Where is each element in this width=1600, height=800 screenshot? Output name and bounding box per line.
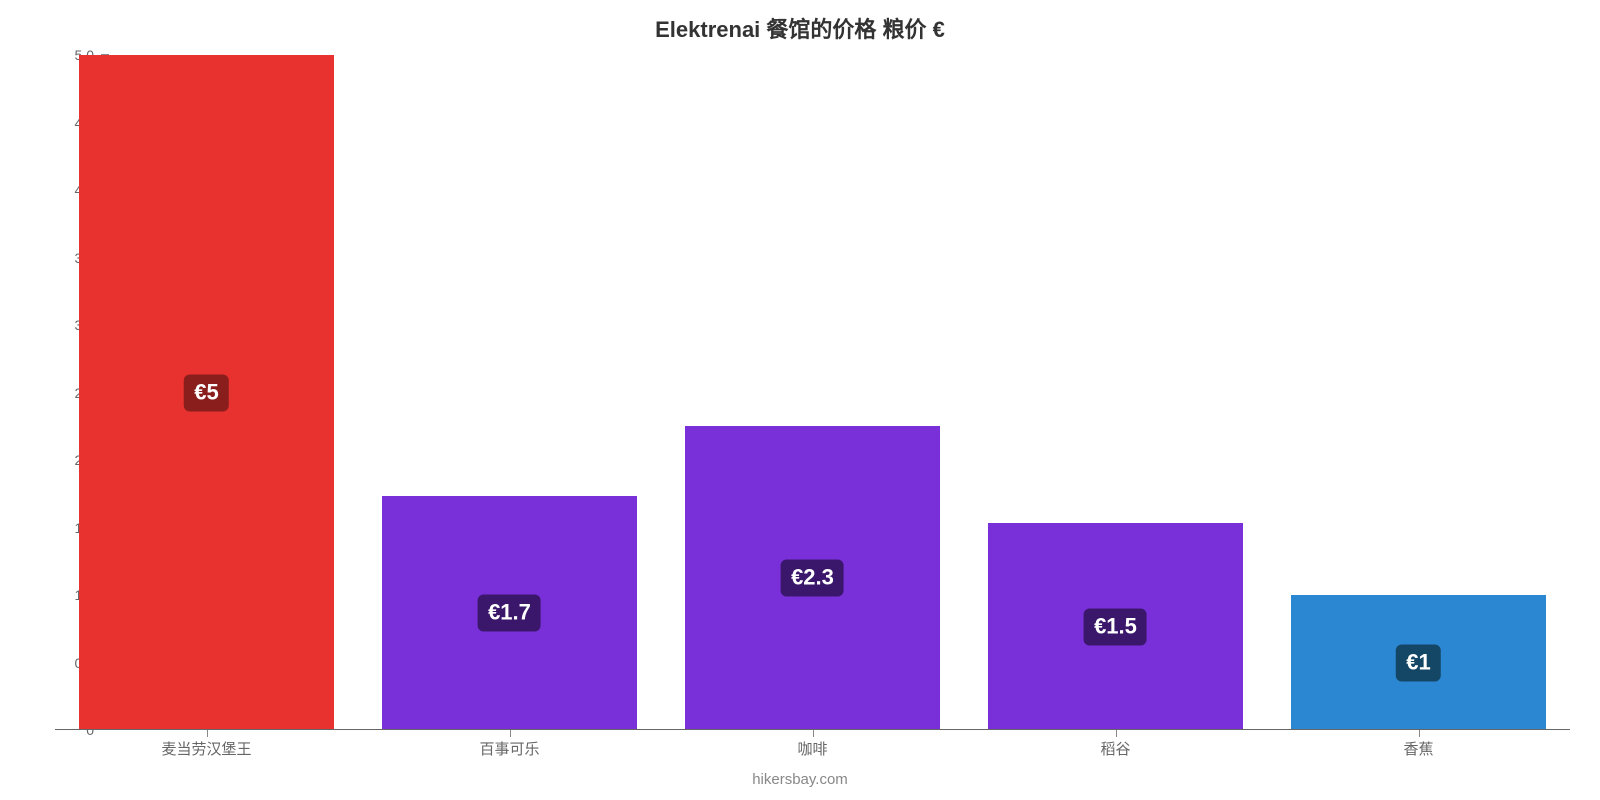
chart-caption: hikersbay.com [0,771,1600,788]
x-axis-baseline [55,729,1570,730]
bar: €1.7 [382,496,637,730]
x-tick [510,730,511,737]
plot-area: 00.51.01.52.02.53.03.54.04.55.0 €5麦当劳汉堡王… [55,55,1570,730]
x-tick [207,730,208,737]
bar: €5 [79,55,334,730]
x-tick [1116,730,1117,737]
x-category-label: 稻谷 [1100,738,1130,759]
x-tick [1419,730,1420,737]
x-category-label: 百事可乐 [479,738,539,759]
x-category-label: 咖啡 [797,738,827,759]
bar: €2.3 [685,426,940,730]
bar-value-badge: €1.7 [478,595,541,632]
chart-title: Elektrenai 餐馆的价格 粮价 € [0,12,1600,44]
bar-value-badge: €5 [184,374,228,411]
bar: €1 [1291,595,1546,730]
bar-value-badge: €1 [1396,644,1440,681]
bar: €1.5 [988,523,1243,730]
price-bar-chart: Elektrenai 餐馆的价格 粮价 € 00.51.01.52.02.53.… [0,0,1600,800]
x-category-label: 麦当劳汉堡王 [161,738,251,759]
bar-value-badge: €2.3 [781,560,844,597]
x-tick [813,730,814,737]
x-category-label: 香蕉 [1403,738,1433,759]
bars-container: €5麦当劳汉堡王€1.7百事可乐€2.3咖啡€1.5稻谷€1香蕉 [55,55,1570,730]
bar-value-badge: €1.5 [1084,608,1147,645]
